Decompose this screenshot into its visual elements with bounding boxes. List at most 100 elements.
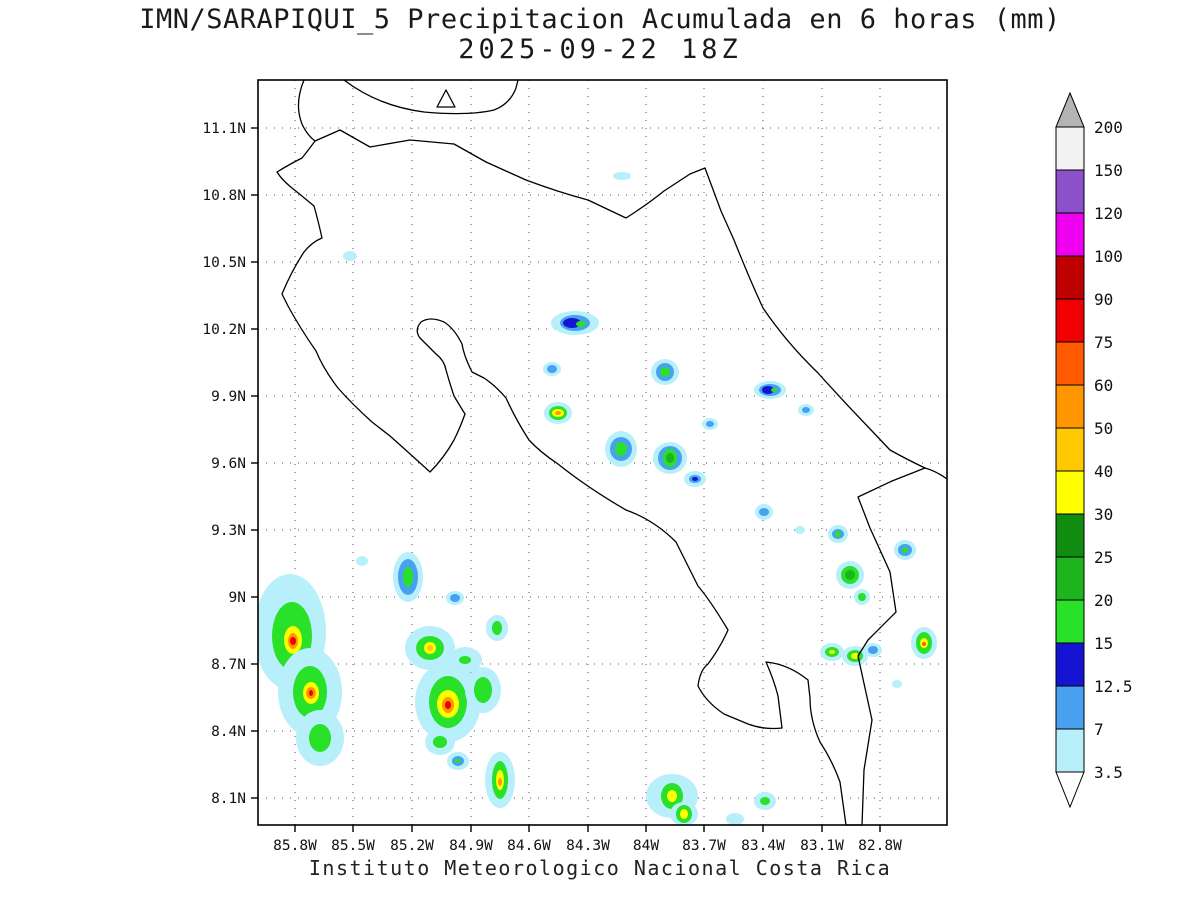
precipitation-cell — [405, 626, 455, 670]
precipitation-contour — [555, 411, 561, 415]
precipitation-cell — [828, 525, 848, 543]
precipitation-contour — [759, 508, 769, 516]
precipitation-contour — [576, 321, 586, 327]
precipitation-contour — [845, 570, 855, 580]
precipitation-contour — [309, 690, 313, 696]
precipitation-cell — [343, 251, 357, 261]
precipitation-cell — [726, 813, 744, 825]
colorbar-segment — [1055, 513, 1085, 558]
precipitation-contour — [851, 653, 859, 659]
precipitation-contour — [667, 790, 677, 802]
colorbar-segment — [1055, 642, 1085, 687]
y-axis-tick-label: 10.2N — [202, 322, 246, 338]
y-axis-tick-label: 9N — [229, 590, 246, 606]
colorbar-segment — [1055, 427, 1085, 472]
precipitation-cell — [684, 471, 706, 487]
colorbar-label: 40 — [1094, 462, 1113, 481]
precipitation-contour — [474, 677, 492, 703]
colorbar-segment — [1055, 298, 1085, 343]
x-axis-tick-label: 84.6W — [507, 838, 551, 854]
precipitation-cell — [755, 504, 773, 520]
precipitation-contour — [922, 642, 926, 646]
colorbar-label: 7 — [1094, 720, 1104, 739]
precipitation-cell — [613, 172, 631, 180]
colorbar-label: 150 — [1094, 161, 1123, 180]
precipitation-cell — [447, 752, 469, 770]
x-axis-tick-label: 84W — [633, 838, 659, 854]
precipitation-cell — [486, 615, 508, 641]
precipitation-contour — [356, 556, 368, 566]
precipitation-contour — [771, 388, 777, 392]
grid-layer — [258, 80, 947, 825]
precipitation-contour — [666, 453, 674, 463]
plot-subtitle: 2025-09-22 18Z — [458, 34, 742, 65]
colorbar-label: 100 — [1094, 247, 1123, 266]
colorbar-arrow-top — [1055, 91, 1085, 128]
precipitation-contour — [762, 386, 774, 394]
colorbar-label: 3.5 — [1094, 763, 1123, 782]
colorbar-label: 12.5 — [1094, 677, 1133, 696]
precipitation-contour — [760, 797, 770, 805]
precipitation-cell — [465, 667, 501, 713]
precipitation-contour — [547, 365, 557, 373]
precipitation-cell — [754, 792, 776, 810]
colorbar-segment — [1055, 341, 1085, 386]
y-axis-tick-label: 9.9N — [211, 389, 246, 405]
precipitation-cell — [651, 359, 679, 385]
colorbar-arrow-bottom — [1055, 771, 1085, 809]
precipitation-contour — [795, 526, 805, 534]
colorbar-segment — [1055, 556, 1085, 601]
y-axis-tick-label: 9.6N — [211, 456, 246, 472]
colorbar-label: 75 — [1094, 333, 1113, 352]
y-axis-tick-label: 11.1N — [202, 121, 246, 137]
precipitation-contour — [290, 637, 296, 645]
precipitation-contour — [450, 594, 460, 602]
precipitation-cell — [892, 680, 902, 688]
precipitation-cell — [795, 526, 805, 534]
precipitation-cell — [670, 802, 698, 825]
plot-title: IMN/SARAPIQUI_5 Precipitacion Acumulada … — [139, 4, 1061, 35]
precipitation-contour — [343, 251, 357, 261]
colorbar-label: 200 — [1094, 118, 1123, 137]
colorbar: 3.5 7 12.5 15 20 25 30 40 50 60 75 90 100 120 150 200 — [1055, 91, 1133, 809]
x-axis-tick-label: 84.3W — [566, 838, 610, 854]
precipitation-cell — [296, 710, 344, 766]
colorbar-label: 15 — [1094, 634, 1113, 653]
coastline-layer — [276, 79, 948, 826]
y-axis-tick-label: 8.4N — [211, 724, 246, 740]
coastline-path — [276, 79, 926, 826]
precipitation-contour — [692, 477, 698, 481]
y-axis-tick-label: 10.8N — [202, 188, 246, 204]
precipitation-cell — [854, 589, 870, 605]
coastline-path — [924, 467, 948, 480]
precipitation-cell — [551, 311, 599, 335]
y-axis-tick-label: 9.3N — [211, 523, 246, 539]
precipitation-contour — [459, 656, 471, 664]
precipitation-cell — [356, 556, 368, 566]
precipitation-cell — [415, 662, 481, 742]
x-axis-tick-label: 83.1W — [800, 838, 844, 854]
precipitation-contour — [613, 172, 631, 180]
precipitation-contour — [829, 650, 835, 654]
x-axis-tick-label: 85.8W — [273, 838, 317, 854]
precipitation-cell — [836, 561, 864, 589]
precipitation-cell — [485, 752, 515, 808]
precipitation-cell — [544, 402, 572, 424]
precipitation-contour — [835, 531, 841, 537]
colorbar-segment — [1055, 728, 1085, 773]
map-plot: 11.1N 10.8N 10.5N 10.2N 9.9N 9.6N 9.3N 9N 8.7N 8.… — [202, 79, 948, 854]
colorbar-segment — [1055, 685, 1085, 730]
x-axis-tick-label: 85.5W — [331, 838, 375, 854]
footer-credit: Instituto Meteorologico Nacional Costa R… — [308, 856, 892, 880]
x-axis-tick-label: 83.4W — [741, 838, 785, 854]
precipitation-cell — [446, 591, 464, 605]
precipitation-contour — [498, 778, 502, 786]
precipitation-cell — [448, 647, 482, 673]
precipitation-cell — [820, 643, 844, 661]
colorbar-segment — [1055, 470, 1085, 515]
colorbar-label: 30 — [1094, 505, 1113, 524]
precipitation-contour — [309, 724, 331, 752]
colorbar-label: 60 — [1094, 376, 1113, 395]
precipitation-contour — [858, 593, 866, 601]
